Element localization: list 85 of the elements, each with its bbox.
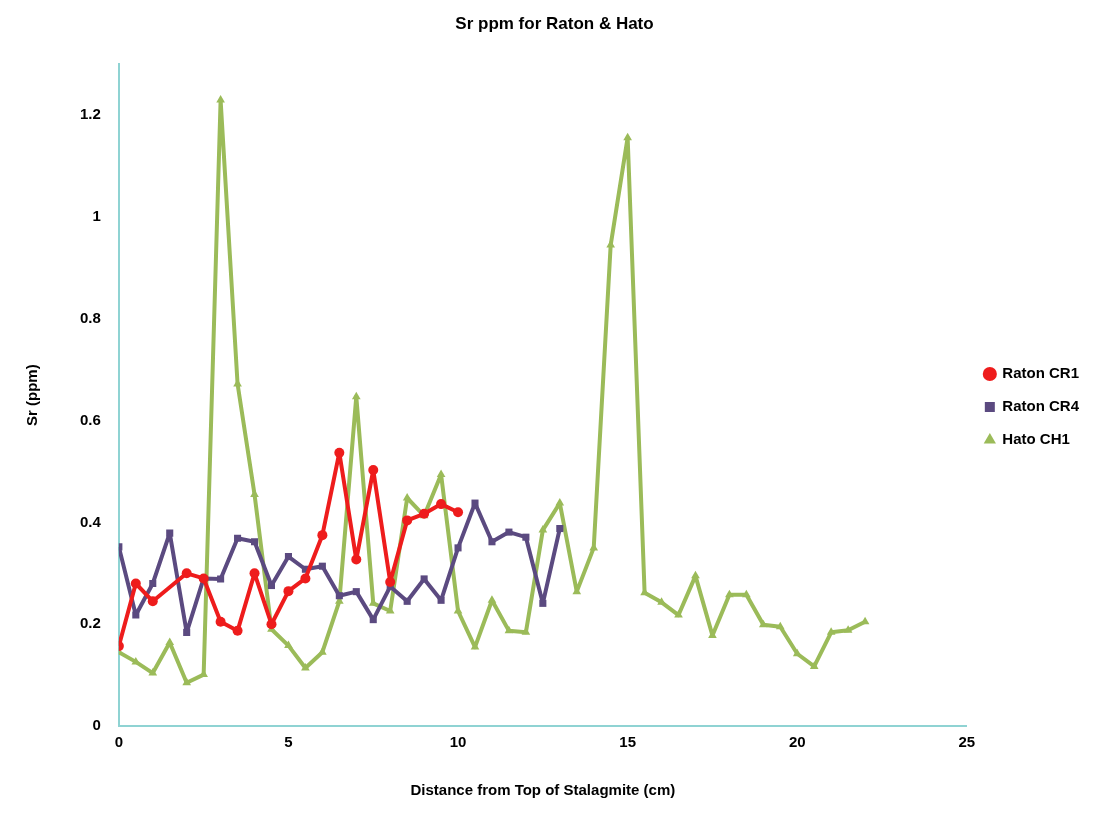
point bbox=[539, 599, 547, 607]
y-tick-label: 1 bbox=[92, 207, 101, 225]
chart-title: Sr ppm for Raton & Hato bbox=[455, 13, 654, 33]
point bbox=[266, 619, 277, 630]
point bbox=[758, 619, 768, 628]
y-tick-label: 0.2 bbox=[79, 614, 101, 632]
point bbox=[843, 625, 853, 633]
legend-label: Raton CR1 bbox=[1002, 364, 1079, 382]
point bbox=[267, 582, 276, 590]
point bbox=[809, 661, 819, 669]
point bbox=[250, 538, 259, 546]
point bbox=[351, 554, 362, 565]
point bbox=[437, 596, 445, 604]
point bbox=[318, 562, 326, 570]
point bbox=[181, 568, 192, 579]
point bbox=[454, 544, 462, 552]
point bbox=[623, 132, 632, 141]
point bbox=[234, 534, 242, 542]
point bbox=[826, 627, 836, 635]
point bbox=[505, 528, 513, 536]
point bbox=[487, 595, 497, 603]
point bbox=[522, 533, 530, 541]
point bbox=[471, 499, 479, 507]
point bbox=[691, 570, 700, 579]
point bbox=[132, 611, 140, 619]
point bbox=[147, 596, 158, 607]
point bbox=[674, 610, 683, 618]
legend-label: Raton CR4 bbox=[1002, 397, 1080, 415]
point bbox=[792, 648, 802, 657]
y-tick-label: 0.6 bbox=[79, 410, 101, 428]
point bbox=[317, 530, 328, 541]
point bbox=[402, 515, 413, 526]
x-tick-label: 10 bbox=[449, 733, 467, 751]
point bbox=[149, 579, 157, 588]
point bbox=[504, 625, 514, 634]
legend-label: Hato CH1 bbox=[1002, 430, 1070, 448]
point bbox=[436, 499, 447, 510]
point bbox=[402, 493, 412, 501]
point bbox=[453, 507, 464, 518]
point bbox=[283, 586, 294, 597]
point bbox=[335, 592, 343, 600]
point bbox=[369, 616, 377, 624]
x-tick-label: 25 bbox=[958, 733, 976, 751]
x-axis-title: Distance from Top of Stalagmite (cm) bbox=[410, 781, 676, 799]
point bbox=[725, 589, 734, 598]
point bbox=[368, 465, 379, 476]
point bbox=[300, 573, 311, 584]
point bbox=[217, 575, 225, 583]
point bbox=[420, 575, 428, 583]
point bbox=[352, 588, 360, 596]
x-tick-label: 20 bbox=[788, 733, 806, 751]
point bbox=[148, 668, 158, 676]
point bbox=[165, 637, 175, 646]
point bbox=[742, 589, 751, 598]
y-tick-label: 0.4 bbox=[79, 512, 102, 530]
point bbox=[183, 628, 191, 636]
point bbox=[334, 447, 345, 458]
point bbox=[403, 597, 411, 605]
point bbox=[216, 95, 225, 103]
point bbox=[657, 597, 666, 605]
point bbox=[538, 525, 548, 533]
point bbox=[775, 621, 785, 630]
point bbox=[232, 625, 243, 636]
x-tick-label: 15 bbox=[619, 733, 636, 751]
point bbox=[606, 240, 616, 248]
point bbox=[351, 391, 361, 400]
x-tick-label: 0 bbox=[114, 733, 124, 751]
point bbox=[488, 538, 496, 546]
y-tick-label: 1.2 bbox=[79, 105, 101, 123]
y-axis-title: Sr (ppm) bbox=[23, 364, 41, 427]
point bbox=[385, 576, 396, 587]
point bbox=[556, 525, 564, 533]
y-tick-label: 0.8 bbox=[79, 309, 101, 326]
point bbox=[215, 616, 226, 627]
x-tick-label: 5 bbox=[284, 733, 293, 751]
y-tick-label: 0 bbox=[92, 716, 101, 734]
point bbox=[284, 640, 293, 649]
point bbox=[182, 677, 192, 686]
point bbox=[436, 469, 446, 478]
point bbox=[130, 578, 141, 589]
point bbox=[555, 498, 565, 506]
point bbox=[284, 552, 292, 561]
point bbox=[318, 647, 327, 655]
point bbox=[249, 568, 260, 579]
point bbox=[166, 529, 174, 537]
